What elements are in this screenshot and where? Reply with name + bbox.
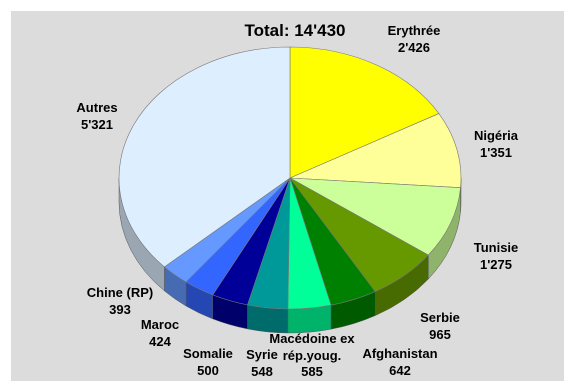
chart-title: Total: 14'430 — [244, 21, 345, 40]
data-label-name-tunisie-0: Tunisie — [474, 240, 519, 255]
data-label-value-mac-doine-ex-r-p-youg: 585 — [301, 364, 323, 379]
pie-slice-erythr-e — [289, 46, 440, 179]
data-label-value-serbie: 965 — [429, 327, 451, 342]
data-label-value-erythr-e: 2'426 — [398, 40, 430, 55]
data-label-name-mac-doine-ex-r-p-youg-0: Macédoine ex — [269, 331, 355, 346]
data-label-value-nig-ria: 1'351 — [480, 145, 512, 160]
data-label-value-afghanistan: 642 — [389, 363, 411, 378]
pie-slice-autres — [118, 46, 291, 268]
pie-side-mac-doine-ex-r-p-youg — [287, 304, 332, 334]
data-label-name-autres-0: Autres — [76, 100, 117, 115]
data-label-name-afghanistan-0: Afghanistan — [362, 346, 437, 361]
pie-slice-tunisie — [289, 177, 461, 256]
data-label-name-chine-rp-0: Chine (RP) — [87, 285, 153, 300]
data-label-name-mac-doine-ex-r-p-youg-1: rép.youg. — [283, 348, 342, 363]
data-label-value-syrie: 548 — [251, 364, 273, 379]
pie-top-layer — [118, 46, 462, 310]
data-label-value-chine-rp: 393 — [109, 302, 131, 317]
data-label-name-serbie-0: Serbie — [420, 310, 460, 325]
data-label-value-maroc: 424 — [149, 334, 171, 349]
data-label-value-autres: 5'321 — [81, 117, 113, 132]
data-label-name-maroc-0: Maroc — [141, 317, 179, 332]
data-label-name-syrie-0: Syrie — [246, 347, 278, 362]
data-label-name-somalie-0: Somalie — [183, 346, 233, 361]
data-label-name-erythr-e-0: Erythrée — [388, 23, 441, 38]
pie-label-layer: Erythrée 2'426 Nigéria 1'351 Tunisie 1'275 Ser… — [76, 23, 518, 379]
data-label-value-somalie: 500 — [197, 363, 219, 378]
data-label-name-nig-ria-0: Nigéria — [474, 128, 519, 143]
data-label-value-tunisie: 1'275 — [480, 257, 512, 272]
pie-slice-nig-ria — [289, 113, 462, 188]
